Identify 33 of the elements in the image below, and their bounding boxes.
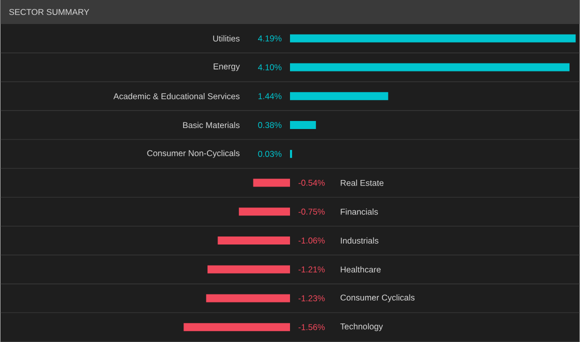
y-tick-label: Consumer Non-Cyclicals (147, 150, 240, 158)
data-label: -1.23% (298, 295, 325, 302)
bar (290, 63, 570, 72)
data-label: -0.75% (298, 208, 325, 215)
data-label: -0.54% (298, 180, 325, 186)
y-tick-label: Technology (340, 323, 383, 332)
text: SECTOR SUMMARY (9, 9, 90, 16)
bar (208, 265, 290, 274)
y-tick-label: Basic Materials (183, 122, 240, 128)
data-label: 0.03% (258, 150, 282, 157)
data-label: 1.44% (258, 93, 282, 100)
bar (206, 294, 290, 302)
y-tick-label: Utilities (213, 35, 240, 42)
y-tick-label: Healthcare (340, 266, 381, 273)
bar (290, 34, 576, 42)
bar (253, 178, 290, 187)
y-tick-label: Academic & Educational Services (113, 93, 240, 100)
bar (218, 236, 290, 245)
bar (290, 92, 388, 100)
y-tick-label: Financials (340, 208, 378, 215)
bar (238, 208, 290, 216)
bar (184, 323, 290, 332)
y-tick-label: Industrials (340, 237, 378, 244)
data-label: -1.06% (298, 238, 325, 244)
y-tick-label: Real Estate (340, 180, 384, 186)
bar (290, 121, 316, 130)
data-label: 0.38% (258, 122, 282, 128)
y-tick-label: Consumer Cyclicals (340, 294, 415, 302)
data-label: 4.19% (258, 35, 282, 42)
data-label: -1.21% (298, 266, 325, 272)
data-label: 4.10% (258, 64, 282, 70)
data-label: -1.56% (298, 324, 325, 330)
y-tick-label: Energy (214, 64, 240, 72)
